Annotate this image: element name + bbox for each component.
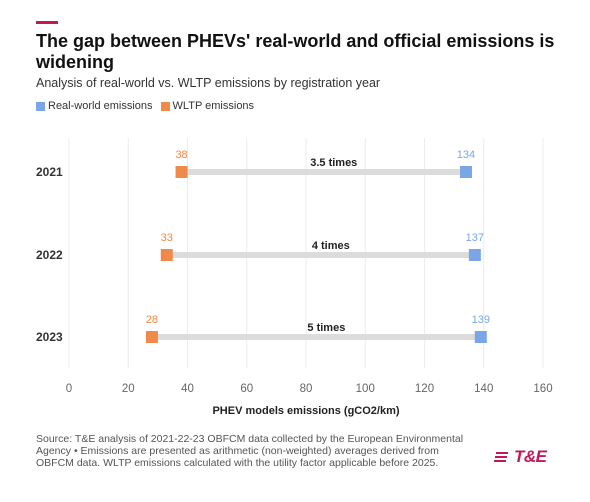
x-axis-title: PHEV models emissions (gCO2/km) (212, 405, 399, 417)
wltp-value-label-2022: 33 (161, 232, 173, 244)
wltp-marker-2021 (175, 166, 188, 178)
x-tick-label-0: 0 (66, 383, 72, 395)
legend-label-real: Real-world emissions (48, 100, 153, 112)
logo-text: T&E (514, 447, 547, 466)
ratio-annotation-2023: 5 times (307, 322, 345, 334)
wltp-value-label-2021: 38 (175, 149, 187, 161)
x-tick-label-60: 60 (240, 383, 253, 395)
category-label-2021: 2021 (36, 165, 63, 179)
logo-stripes-icon (494, 452, 508, 462)
wltp-marker-2023 (145, 331, 158, 343)
real-value-label-2023: 139 (472, 314, 490, 326)
category-label-2022: 2022 (36, 248, 63, 262)
legend-swatch-real (36, 101, 45, 111)
category-label-2023: 2023 (36, 330, 63, 344)
ratio-annotation-2021: 3.5 times (310, 157, 357, 169)
legend-label-wltp: WLTP emissions (172, 100, 255, 112)
source-note: Source: T&E analysis of 2021-22-23 OBFCM… (36, 433, 464, 469)
real-marker-2022 (468, 249, 481, 261)
dumbbell-chart: 0 20 40 60 80 100 120 140 160 PHEV models emissio… (36, 138, 553, 417)
legend-swatch-wltp (160, 101, 170, 111)
x-tick-label-80: 80 (300, 383, 313, 395)
te-logo: T&E (494, 447, 547, 467)
chart-subtitle: Analysis of real-world vs. WLTP emission… (36, 76, 381, 90)
x-tick-label-40: 40 (181, 383, 194, 395)
real-marker-2023 (474, 331, 487, 343)
chart-title: The gap between PHEVs' real-world and of… (36, 31, 555, 72)
wltp-value-label-2023: 28 (146, 314, 158, 326)
x-tick-label-160: 160 (533, 383, 552, 395)
x-tick-label-100: 100 (356, 383, 375, 395)
x-tick-label-20: 20 (122, 383, 135, 395)
legend-item-wltp: WLTP emissions (160, 100, 255, 112)
wltp-marker-2022 (160, 249, 173, 261)
real-marker-2021 (459, 166, 472, 178)
ratio-annotation-2022: 4 times (312, 240, 350, 252)
x-tick-label-140: 140 (474, 383, 493, 395)
legend-item-real: Real-world emissions (36, 100, 153, 112)
legend: Real-world emissions WLTP emissions (36, 100, 262, 112)
x-tick-label-120: 120 (415, 383, 434, 395)
real-value-label-2021: 134 (457, 149, 475, 161)
accent-bar (36, 21, 58, 24)
real-value-label-2022: 137 (466, 232, 484, 244)
